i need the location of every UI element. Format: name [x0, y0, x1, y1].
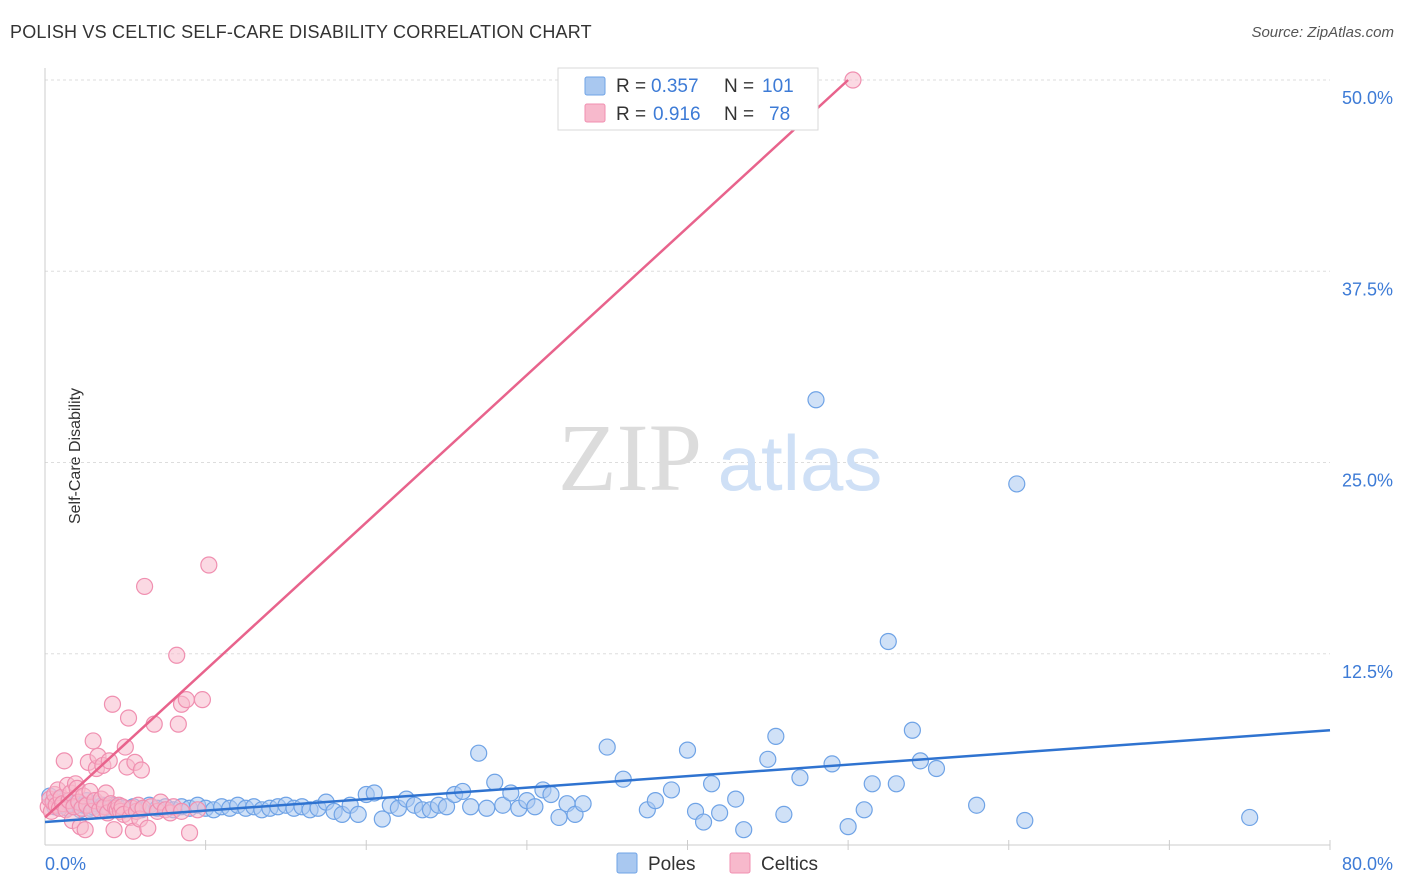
- x-tick-labels: 0.0% 80.0%: [45, 854, 1393, 874]
- series-celtics: [39, 71, 862, 842]
- trend-line-poles: [44, 729, 1331, 824]
- poles-point: [807, 391, 825, 409]
- poles-point: [855, 801, 873, 819]
- stats-r-value-poles: 0.357: [651, 76, 699, 97]
- y-tick-label: 25.0%: [1342, 471, 1393, 491]
- x-tick-label: 0.0%: [45, 854, 86, 874]
- legend-swatch-celtics: [729, 852, 751, 874]
- poles-point: [887, 775, 905, 793]
- poles-point: [550, 808, 568, 827]
- poles-point: [839, 818, 857, 836]
- celtics-point: [119, 709, 138, 727]
- celtics-point: [168, 646, 186, 664]
- celtics-point: [103, 695, 122, 713]
- legend-label-poles: Poles: [648, 854, 696, 875]
- poles-point: [1008, 475, 1026, 493]
- celtics-point: [200, 556, 218, 574]
- watermark-zip: ZIP: [558, 404, 702, 511]
- poles-point: [1241, 808, 1259, 827]
- stats-legend-swatch-poles: [584, 76, 606, 96]
- trend-lines: [44, 79, 1331, 824]
- stats-n-label-poles: N =: [724, 76, 754, 97]
- poles-point: [542, 785, 560, 804]
- watermark-atlas: atlas: [718, 419, 883, 507]
- poles-point: [662, 781, 681, 799]
- poles-point: [598, 738, 616, 756]
- series-legend: Poles Celtics: [616, 852, 818, 875]
- celtics-point: [55, 752, 73, 770]
- poles-point: [735, 821, 753, 839]
- poles-point: [526, 798, 544, 816]
- celtics-point: [116, 738, 134, 756]
- y-tick-label: 50.0%: [1342, 88, 1393, 108]
- stats-n-value-celtics: 78: [769, 104, 790, 125]
- legend-label-celtics: Celtics: [761, 854, 818, 875]
- stats-r-value-celtics: 0.916: [653, 104, 701, 125]
- stats-r-label-celtics: R =: [616, 104, 646, 125]
- y-tick-labels: 12.5% 25.0% 37.5% 50.0%: [1342, 88, 1393, 682]
- poles-point: [927, 759, 946, 778]
- poles-point: [767, 727, 785, 745]
- celtics-point: [100, 752, 118, 770]
- poles-point: [711, 804, 729, 822]
- poles-point: [727, 790, 745, 808]
- poles-point: [775, 805, 793, 824]
- celtics-point: [132, 761, 150, 779]
- chart-source: Source: ZipAtlas.com: [1251, 24, 1394, 41]
- celtics-point: [169, 715, 187, 733]
- celtics-point: [180, 824, 199, 842]
- x-tick-label: 80.0%: [1342, 854, 1393, 874]
- poles-point: [678, 741, 697, 759]
- poles-point: [1016, 811, 1034, 830]
- stats-n-label-celtics: N =: [724, 104, 754, 125]
- trend-line-celtics: [44, 79, 849, 819]
- poles-point: [968, 796, 986, 814]
- poles-point: [791, 769, 809, 787]
- poles-point: [702, 775, 721, 793]
- poles-point: [365, 784, 383, 802]
- poles-point: [646, 792, 664, 810]
- poles-point: [494, 796, 512, 814]
- y-tick-label: 37.5%: [1342, 279, 1393, 299]
- celtics-point: [139, 819, 157, 837]
- poles-point: [863, 775, 881, 793]
- stats-r-label-poles: R =: [616, 76, 646, 97]
- poles-point: [462, 798, 480, 816]
- chart-title: POLISH VS CELTIC SELF-CARE DISABILITY CO…: [10, 22, 592, 42]
- poles-point: [823, 755, 841, 773]
- legend-swatch-poles: [616, 852, 638, 874]
- stats-legend: R = 0.357 N = 101 R = 0.916 N = 78: [557, 67, 819, 131]
- stats-n-value-poles: 101: [762, 76, 794, 97]
- celtics-point: [76, 821, 94, 839]
- poles-point: [574, 795, 592, 813]
- celtics-point: [844, 71, 862, 89]
- poles-point: [349, 805, 367, 824]
- poles-point: [879, 632, 897, 651]
- celtics-point: [105, 821, 123, 839]
- celtics-point: [193, 691, 212, 709]
- y-tick-label: 12.5%: [1342, 662, 1393, 682]
- poles-point: [478, 799, 496, 817]
- stats-legend-swatch-celtics: [584, 103, 606, 123]
- celtics-point: [84, 732, 102, 750]
- poles-point: [759, 750, 777, 768]
- poles-point: [486, 773, 504, 791]
- poles-point: [437, 798, 456, 816]
- celtics-point: [135, 577, 154, 596]
- poles-point: [373, 810, 391, 828]
- poles-point: [694, 813, 713, 831]
- poles-point: [903, 721, 921, 739]
- poles-point: [470, 744, 488, 762]
